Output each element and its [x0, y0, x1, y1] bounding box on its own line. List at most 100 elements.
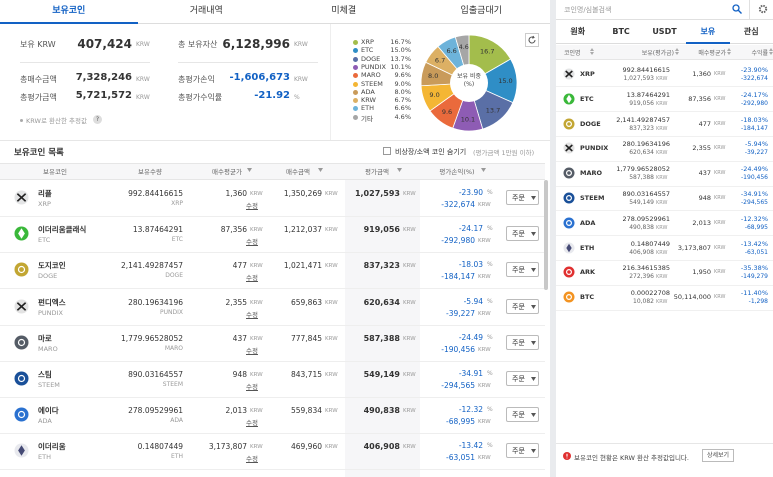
help-icon[interactable]: ? [93, 115, 102, 124]
market-tab[interactable]: 관심 [729, 22, 773, 44]
coin-icon-bg [14, 262, 29, 277]
unit: KRW [714, 170, 726, 177]
coin-glyph [17, 374, 26, 383]
avg-price: 948 [232, 370, 247, 379]
coin-glyph [17, 411, 26, 419]
market-column-header[interactable]: 수익률 [751, 50, 768, 57]
market-tab[interactable]: 보유 [686, 22, 730, 44]
refresh-button[interactable] [525, 33, 539, 47]
legend-value: 16.7% [390, 38, 411, 46]
market-tab[interactable]: USDT [642, 22, 687, 44]
order-button[interactable]: 주문 [506, 334, 539, 350]
column-header[interactable]: 매수금액 [286, 168, 310, 176]
sort-arrow [318, 168, 323, 172]
coin-symbol: ETC [38, 236, 51, 245]
edit-link[interactable]: 수정 [246, 310, 258, 319]
unit: KRW [714, 269, 726, 276]
order-button[interactable]: 주문 [506, 371, 539, 386]
column-header[interactable]: 평가손익(%) [439, 168, 475, 176]
table-header [0, 163, 545, 180]
unit: KRW [478, 310, 491, 317]
coin-icon-bg [14, 335, 29, 350]
checkbox-label: 비상장/소액 코인 숨기기 [395, 148, 467, 156]
unit: KRW [478, 274, 491, 281]
buy-amount: 559,834 [290, 406, 322, 416]
slice-label: 9.0 [429, 91, 439, 99]
buy-amount: 1,021,471 [283, 261, 322, 271]
return-pct: -12.32 [458, 405, 483, 415]
quantity: 0.14807449 [137, 442, 183, 452]
column-header[interactable]: 평가금액 [365, 168, 389, 176]
return-pct: -24.49 [458, 332, 483, 342]
edit-link[interactable]: 수정 [246, 383, 258, 391]
legend-swatch [353, 40, 358, 45]
unit: KRW [403, 408, 416, 415]
order-button[interactable]: 주문 [506, 226, 539, 242]
market-column-header[interactable]: 보유(평가금) [641, 50, 674, 57]
unit: KRW [250, 372, 263, 378]
market-qty: 13.87464291 [626, 90, 670, 99]
coin-icon [563, 118, 575, 130]
unit: % [487, 406, 493, 414]
eval-amount: 490,838 [363, 406, 400, 416]
pie-chart: 16.7 15.0 13.7 10.1 9.6 9.0 8.0 6.76.64.6 [420, 34, 518, 132]
unit: % [487, 333, 493, 341]
unit: KRW [478, 238, 491, 245]
market-symbol: STEEM [580, 194, 605, 202]
legend-swatch [353, 114, 358, 120]
edit-link[interactable]: 수정 [246, 202, 258, 210]
tab[interactable]: 미체결 [275, 0, 413, 24]
coin-icon-bg [563, 291, 575, 303]
coin-symbol: PUNDIX [38, 308, 63, 317]
legend-swatch [353, 56, 358, 62]
sort-glyph [769, 48, 773, 55]
detail-button[interactable]: 상세보기 [702, 449, 734, 462]
coin-icon-bg [14, 407, 29, 422]
search-input[interactable]: 코인명/심볼검색 [564, 6, 612, 14]
coin-icon-bg [563, 192, 575, 204]
order-button[interactable]: 주문 [506, 190, 539, 205]
market-symbol: PUNDIX [580, 144, 609, 153]
settings-icon [758, 4, 768, 14]
legend-swatch [353, 81, 358, 87]
order-button[interactable]: 주문 [506, 407, 539, 423]
edit-link[interactable]: 수정 [246, 455, 258, 464]
pnl: -190,456 [441, 344, 475, 354]
column-header[interactable]: 매수평균가 [212, 168, 242, 176]
coin-glyph [565, 170, 573, 177]
order-button[interactable]: 주문 [506, 262, 539, 278]
edit-link[interactable]: 수정 [246, 346, 258, 355]
edit-link[interactable]: 수정 [246, 419, 258, 428]
market-tab[interactable]: BTC [599, 22, 643, 44]
tab[interactable]: 보유코인 [0, 0, 138, 24]
sort-arrow [727, 48, 731, 55]
legend-value: 6.6% [394, 104, 411, 113]
search-icon [732, 4, 742, 14]
market-pnl: -39,227 [744, 149, 768, 157]
tab[interactable]: 거래내역 [137, 0, 275, 24]
unit: KRW [656, 125, 668, 132]
edit-link[interactable]: 수정 [246, 238, 258, 247]
slice-label: 9.6 [442, 108, 452, 116]
market-eval: 587,388 [629, 174, 654, 182]
unit: KRW [250, 299, 263, 306]
edit-link[interactable]: 수정 [246, 274, 258, 283]
coin-glyph [17, 338, 26, 346]
unit: KRW [250, 444, 263, 451]
market-pnl: -184,147 [741, 124, 768, 132]
order-button[interactable]: 주문 [506, 443, 539, 459]
unit: KRW [656, 274, 668, 281]
unit: KRW [325, 372, 338, 378]
eval-amount: 837,323 [363, 261, 400, 271]
order-button[interactable]: 주문 [506, 298, 539, 314]
tab[interactable]: 입출금대기 [412, 0, 550, 24]
market-column-header[interactable]: 코인명 [564, 50, 581, 57]
checkbox[interactable] [383, 147, 391, 155]
buy-amount: 843,715 [290, 370, 322, 379]
slice-label: 8.0 [428, 72, 438, 80]
market-tab[interactable]: 원화 [556, 22, 600, 44]
quantity: 992.84416615 [128, 189, 183, 198]
market-column-header[interactable]: 매수평균가 [698, 50, 726, 57]
unit: KRW [325, 299, 338, 306]
